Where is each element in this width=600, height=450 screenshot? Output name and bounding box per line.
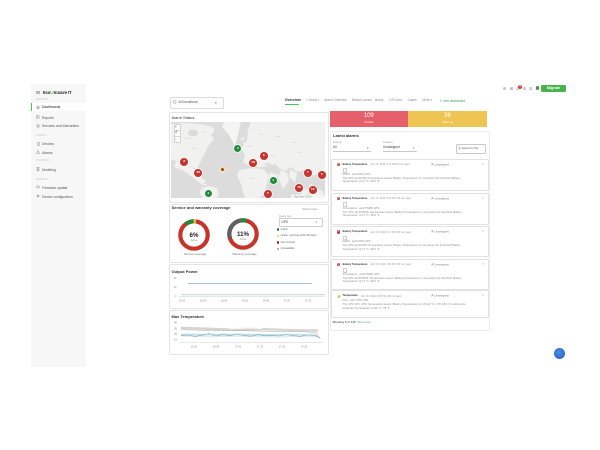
svg-text:30: 30 [174, 326, 177, 330]
svg-text:6%: 6% [189, 231, 198, 238]
svg-text:40: 40 [174, 320, 177, 324]
svg-text:17:20: 17:20 [305, 299, 312, 302]
svg-text:11%: 11% [236, 230, 249, 237]
svg-text:16:00: 16:00 [221, 299, 228, 302]
svg-text:Active: Active [239, 237, 246, 240]
svg-text:17:00: 17:00 [235, 345, 242, 348]
svg-text:Active: Active [190, 238, 197, 241]
svg-text:16:20: 16:20 [242, 299, 249, 302]
svg-text:17:00: 17:00 [284, 299, 291, 302]
svg-text:15:40: 15:40 [200, 299, 207, 302]
svg-text:Map data ©2024: Map data ©2024 [294, 195, 312, 198]
svg-text:17:15: 17:15 [279, 345, 286, 348]
svg-text:25: 25 [174, 332, 177, 336]
svg-text:16:20: 16:20 [191, 345, 198, 348]
svg-text:17:20: 17:20 [301, 345, 308, 348]
svg-text:16:40: 16:40 [213, 345, 220, 348]
svg-text:15: 15 [174, 337, 177, 341]
svg-text:15:20: 15:20 [179, 299, 186, 302]
svg-text:2k: 2k [174, 275, 177, 279]
svg-text:16:40: 16:40 [263, 299, 270, 302]
svg-text:17:10: 17:10 [257, 345, 264, 348]
svg-text:0: 0 [175, 293, 177, 297]
svg-text:1k: 1k [174, 284, 177, 288]
